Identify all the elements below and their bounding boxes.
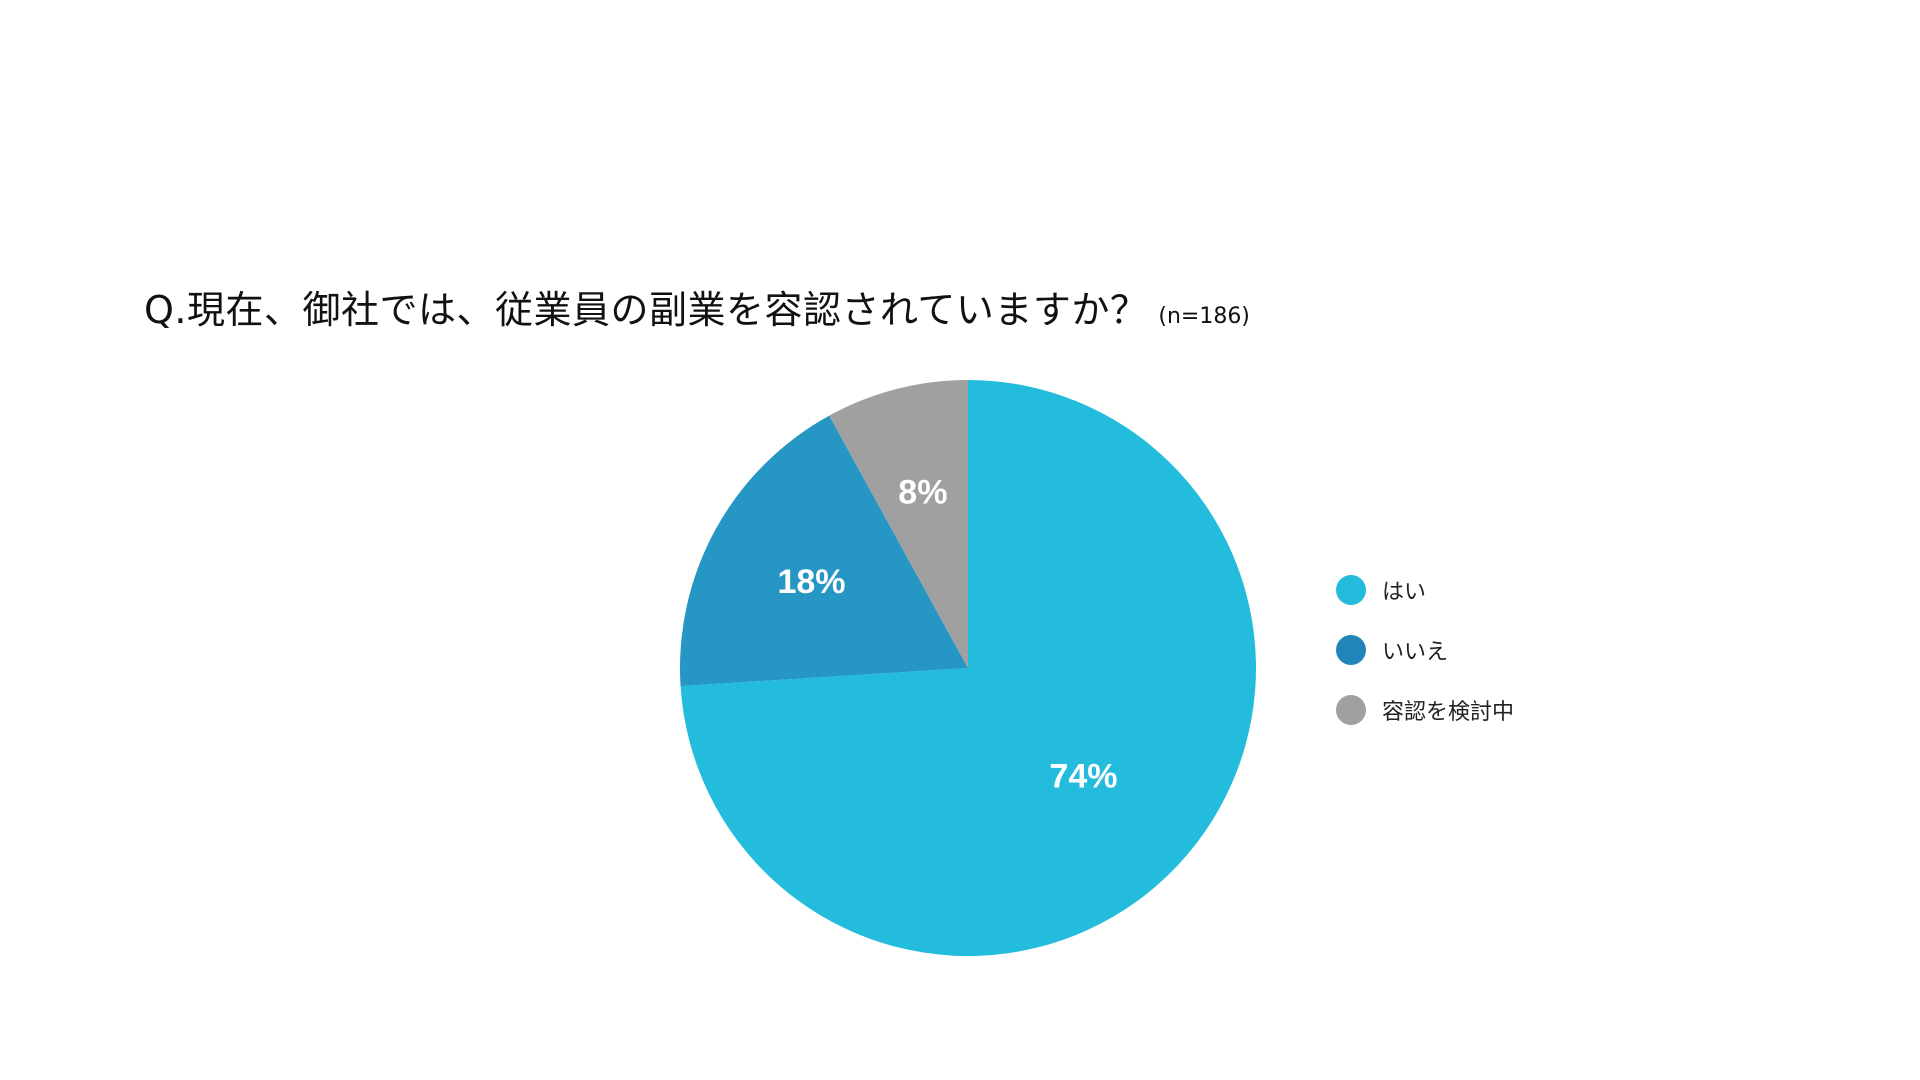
- slice-label-no: 18%: [777, 563, 845, 601]
- legend-item-yes: はい: [1336, 560, 1514, 620]
- question-text: Q.現在、御社では、従業員の副業を容認されていますか？: [144, 288, 1149, 332]
- legend-label-no: いいえ: [1382, 640, 1449, 665]
- slice-no: [680, 415, 968, 687]
- sample-size: (n=186): [1158, 304, 1250, 329]
- slice-yes: [680, 380, 1256, 956]
- legend-label-considering: 容認を検討中: [1382, 700, 1515, 725]
- legend-swatch-yes: [1336, 575, 1366, 605]
- legend-swatch-considering: [1336, 695, 1366, 725]
- legend-swatch-no: [1336, 635, 1366, 665]
- legend-item-considering: 容認を検討中: [1336, 680, 1514, 740]
- legend-item-no: いいえ: [1336, 620, 1514, 680]
- chart-legend: はい いいえ 容認を検討中: [1336, 560, 1514, 740]
- legend-label-yes: はい: [1382, 580, 1427, 605]
- slice-considering: [829, 380, 968, 668]
- chart-title: Q.現在、御社では、従業員の副業を容認されていますか？ (n=186): [144, 280, 1250, 348]
- slice-label-yes: 74%: [1049, 757, 1117, 795]
- slice-label-considering: 8%: [898, 473, 947, 511]
